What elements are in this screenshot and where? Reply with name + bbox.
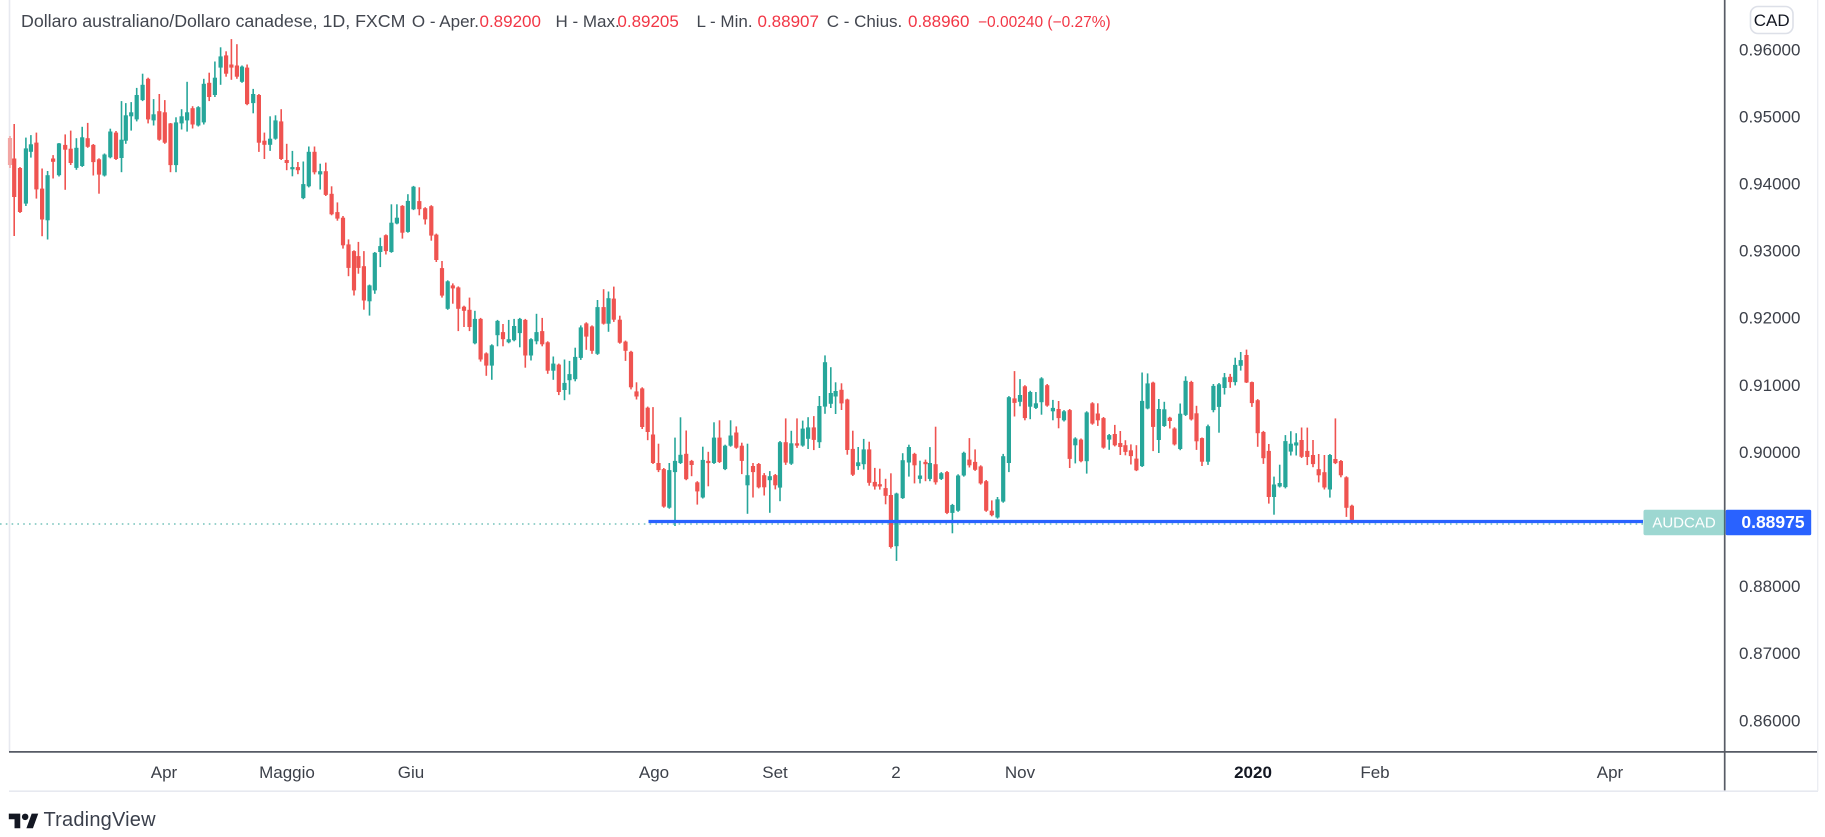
svg-text:0.93000: 0.93000 bbox=[1739, 242, 1800, 261]
svg-text:0.88975: 0.88975 bbox=[1741, 512, 1805, 532]
svg-text:−0.00240 (−0.27%): −0.00240 (−0.27%) bbox=[978, 14, 1111, 31]
svg-text:Nov: Nov bbox=[1005, 763, 1036, 782]
svg-text:0.86000: 0.86000 bbox=[1739, 711, 1800, 730]
svg-text:0.96000: 0.96000 bbox=[1739, 40, 1800, 59]
svg-text:Apr: Apr bbox=[151, 763, 178, 782]
svg-text:0.88000: 0.88000 bbox=[1739, 577, 1800, 596]
svg-text:0.94000: 0.94000 bbox=[1739, 175, 1800, 194]
svg-text:0.89200: 0.89200 bbox=[480, 12, 541, 31]
svg-text:CAD: CAD bbox=[1754, 11, 1790, 30]
svg-text:2: 2 bbox=[891, 763, 900, 782]
svg-text:0.87000: 0.87000 bbox=[1739, 644, 1800, 663]
svg-text:0.88907: 0.88907 bbox=[758, 12, 819, 31]
svg-text:2020: 2020 bbox=[1234, 763, 1272, 782]
svg-text:AUDCAD: AUDCAD bbox=[1652, 515, 1716, 532]
svg-text:TradingView: TradingView bbox=[44, 809, 157, 831]
svg-text:O - Aper.: O - Aper. bbox=[412, 12, 479, 31]
svg-text:Giu: Giu bbox=[398, 763, 424, 782]
svg-text:Set: Set bbox=[762, 763, 788, 782]
svg-text:Dollaro australiano/Dollaro ca: Dollaro australiano/Dollaro canadese, 1D… bbox=[21, 11, 405, 31]
svg-text:C - Chius.: C - Chius. bbox=[827, 12, 903, 31]
svg-text:0.95000: 0.95000 bbox=[1739, 107, 1800, 126]
svg-text:0.92000: 0.92000 bbox=[1739, 309, 1800, 328]
svg-text:Maggio: Maggio bbox=[259, 763, 315, 782]
svg-text:H - Max.: H - Max. bbox=[556, 12, 620, 31]
svg-text:L - Min.: L - Min. bbox=[697, 12, 753, 31]
svg-text:0.90000: 0.90000 bbox=[1739, 443, 1800, 462]
svg-text:Feb: Feb bbox=[1360, 763, 1389, 782]
svg-text:Ago: Ago bbox=[639, 763, 669, 782]
svg-text:0.89205: 0.89205 bbox=[617, 12, 678, 31]
svg-text:Apr: Apr bbox=[1597, 763, 1624, 782]
svg-text:0.91000: 0.91000 bbox=[1739, 376, 1800, 395]
svg-text:0.88960: 0.88960 bbox=[908, 12, 969, 31]
